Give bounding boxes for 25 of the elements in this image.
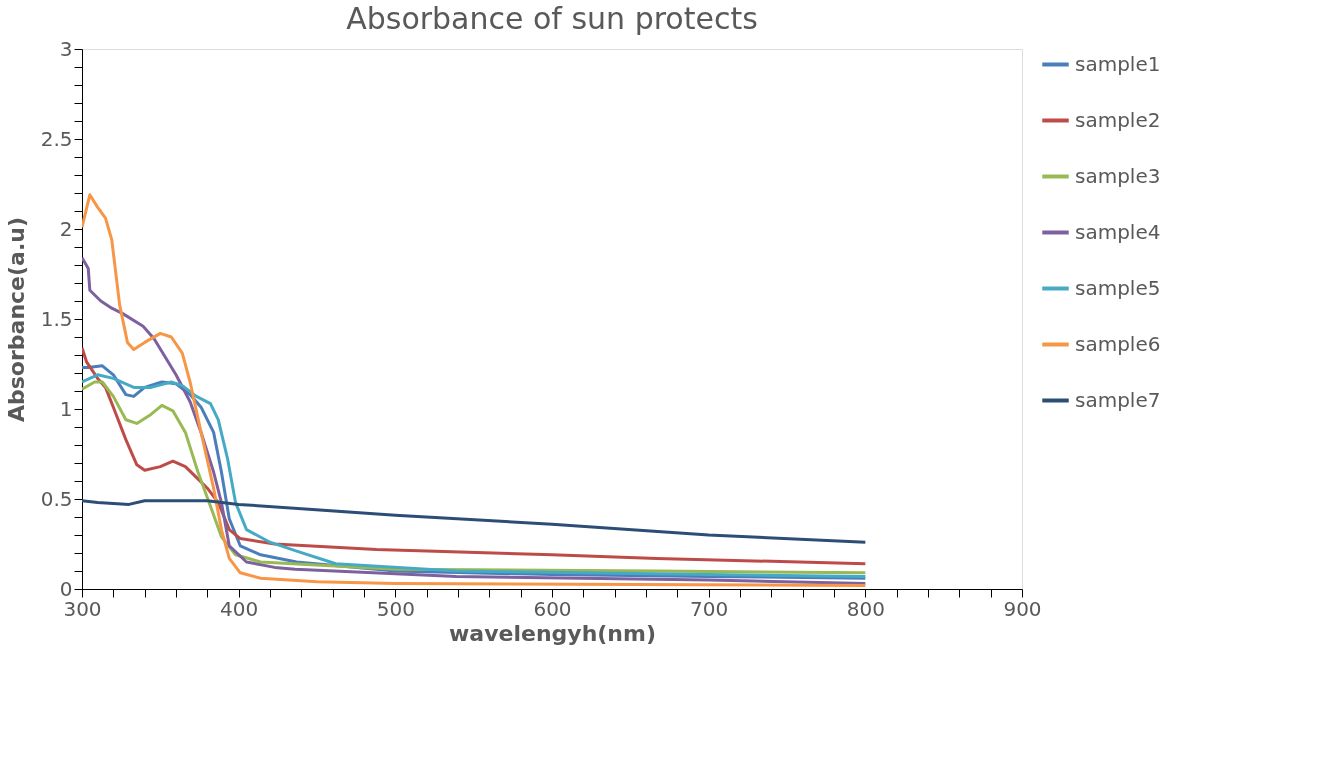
line-series <box>82 256 867 586</box>
y-tick-label: 2 <box>59 216 73 241</box>
legend-label: sample1 <box>1075 51 1161 76</box>
x-tick-label: 400 <box>220 596 259 621</box>
y-axis-title: Absorbance(a.u) <box>3 216 29 423</box>
line-series <box>82 499 867 544</box>
y-tick-label: 1 <box>59 396 73 421</box>
legend-label: sample6 <box>1075 331 1161 356</box>
line-series <box>82 193 867 587</box>
legend-label: sample5 <box>1075 275 1161 300</box>
chart-title: Absorbance of sun protects <box>346 1 758 36</box>
x-tick-label: 600 <box>533 596 572 621</box>
legend-label: sample2 <box>1075 107 1161 132</box>
y-tick-label: 3 <box>59 36 73 61</box>
y-tick-label: 0.5 <box>40 486 73 511</box>
y-tick-label: 2.5 <box>40 126 73 151</box>
x-tick-label: 700 <box>690 596 729 621</box>
legend-label: sample7 <box>1075 387 1161 412</box>
legend-label: sample3 <box>1075 163 1161 188</box>
x-axis-title: wavelengyh(nm) <box>448 620 657 646</box>
x-tick-label: 900 <box>1003 596 1042 621</box>
x-tick-label: 800 <box>846 596 885 621</box>
x-tick-label: 500 <box>376 596 415 621</box>
y-tick-label: 1.5 <box>40 306 73 331</box>
legend-label: sample4 <box>1075 219 1161 244</box>
